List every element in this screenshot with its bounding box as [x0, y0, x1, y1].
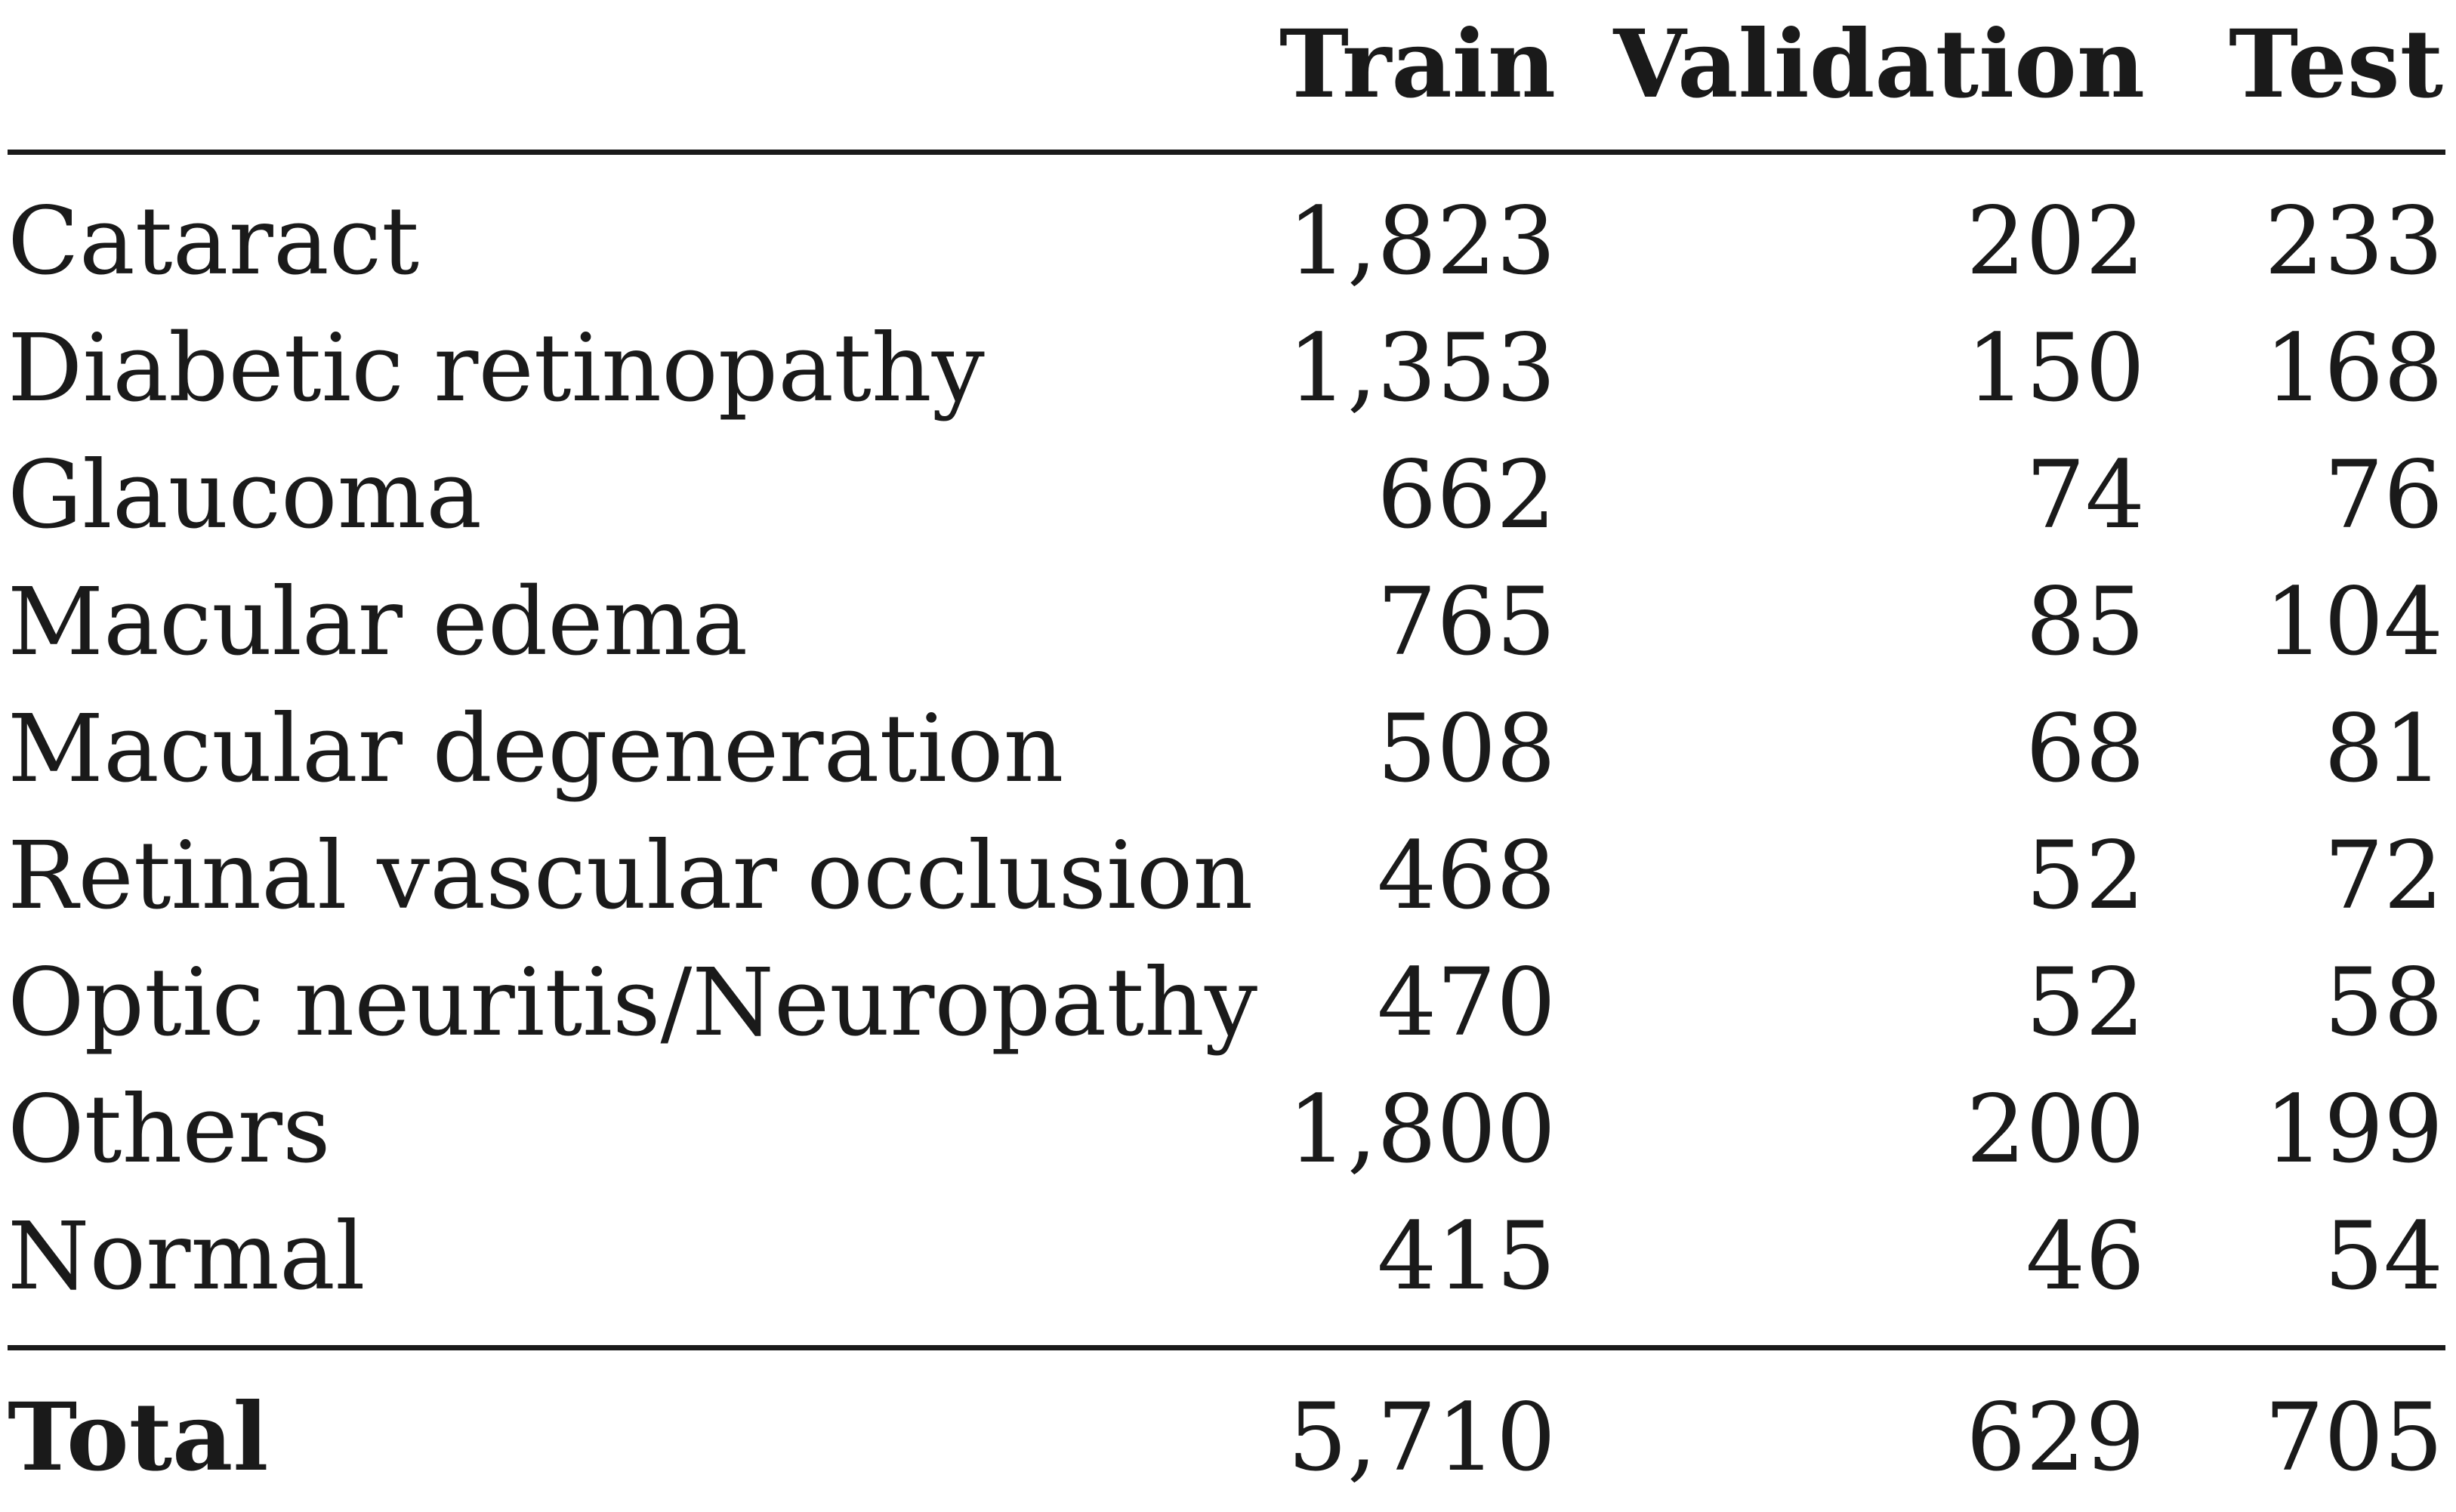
row-label: Retinal vascular occlusion — [8, 822, 1254, 930]
cell-test: 54 — [2324, 1202, 2443, 1311]
table-row: Macular edema 765 85 104 — [0, 559, 2456, 686]
cell-test: 72 — [2324, 822, 2443, 930]
cell-test: 199 — [2264, 1075, 2443, 1184]
cell-validation: 202 — [1966, 187, 2145, 296]
cell-validation: 200 — [1966, 1075, 2145, 1184]
cell-test: 233 — [2264, 187, 2443, 296]
table-row: Macular degeneration 508 68 81 — [0, 686, 2456, 813]
cell-train: 508 — [1377, 695, 1556, 804]
table-row: Retinal vascular occlusion 468 52 72 — [0, 813, 2456, 940]
cell-train: 765 — [1377, 568, 1556, 677]
cell-test: 168 — [2264, 314, 2443, 423]
table-row: Diabetic retinopathy 1,353 150 168 — [0, 305, 2456, 432]
cell-train: 1,800 — [1288, 1075, 1556, 1184]
row-label: Normal — [8, 1202, 366, 1311]
table-row: Optic neuritis/Neuropathy 470 52 58 — [0, 940, 2456, 1066]
total-test: 705 — [2264, 1384, 2443, 1492]
table-row: Glaucoma 662 74 76 — [0, 432, 2456, 559]
header-rule — [8, 150, 2445, 155]
table-row: Others 1,800 200 199 — [0, 1066, 2456, 1193]
cell-validation: 46 — [2026, 1202, 2145, 1311]
cell-train: 468 — [1377, 822, 1556, 930]
cell-train: 470 — [1377, 949, 1556, 1057]
cell-test: 58 — [2324, 949, 2443, 1057]
cell-test: 76 — [2324, 441, 2443, 550]
row-label: Cataract — [8, 187, 420, 296]
table-header-row: Train Validation Test — [0, 2, 2456, 128]
total-rule — [8, 1345, 2445, 1350]
cell-validation: 68 — [2026, 695, 2145, 804]
cell-validation: 85 — [2026, 568, 2145, 677]
cell-validation: 150 — [1966, 314, 2145, 423]
total-row: Total 5,710 629 705 — [0, 1375, 2456, 1501]
table-row: Normal 415 46 54 — [0, 1193, 2456, 1320]
cell-train: 662 — [1377, 441, 1556, 550]
row-label: Macular degeneration — [8, 695, 1064, 804]
cell-train: 1,353 — [1288, 314, 1556, 423]
header-validation: Validation — [1613, 10, 2145, 119]
row-label: Macular edema — [8, 568, 748, 677]
row-label: Diabetic retinopathy — [8, 314, 985, 423]
cell-train: 415 — [1377, 1202, 1556, 1311]
total-label: Total — [8, 1383, 269, 1492]
table-row: Cataract 1,823 202 233 — [0, 178, 2456, 305]
row-label: Glaucoma — [8, 441, 483, 550]
row-label: Optic neuritis/Neuropathy — [8, 949, 1258, 1057]
cell-validation: 52 — [2026, 822, 2145, 930]
cell-test: 81 — [2324, 695, 2443, 804]
cell-train: 1,823 — [1288, 187, 1556, 296]
cell-validation: 52 — [2026, 949, 2145, 1057]
header-train: Train — [1279, 10, 1556, 119]
total-train: 5,710 — [1288, 1384, 1556, 1492]
cell-test: 104 — [2264, 568, 2443, 677]
total-validation: 629 — [1966, 1384, 2145, 1492]
header-test: Test — [2228, 10, 2443, 119]
row-label: Others — [8, 1075, 331, 1184]
cell-validation: 74 — [2026, 441, 2145, 550]
